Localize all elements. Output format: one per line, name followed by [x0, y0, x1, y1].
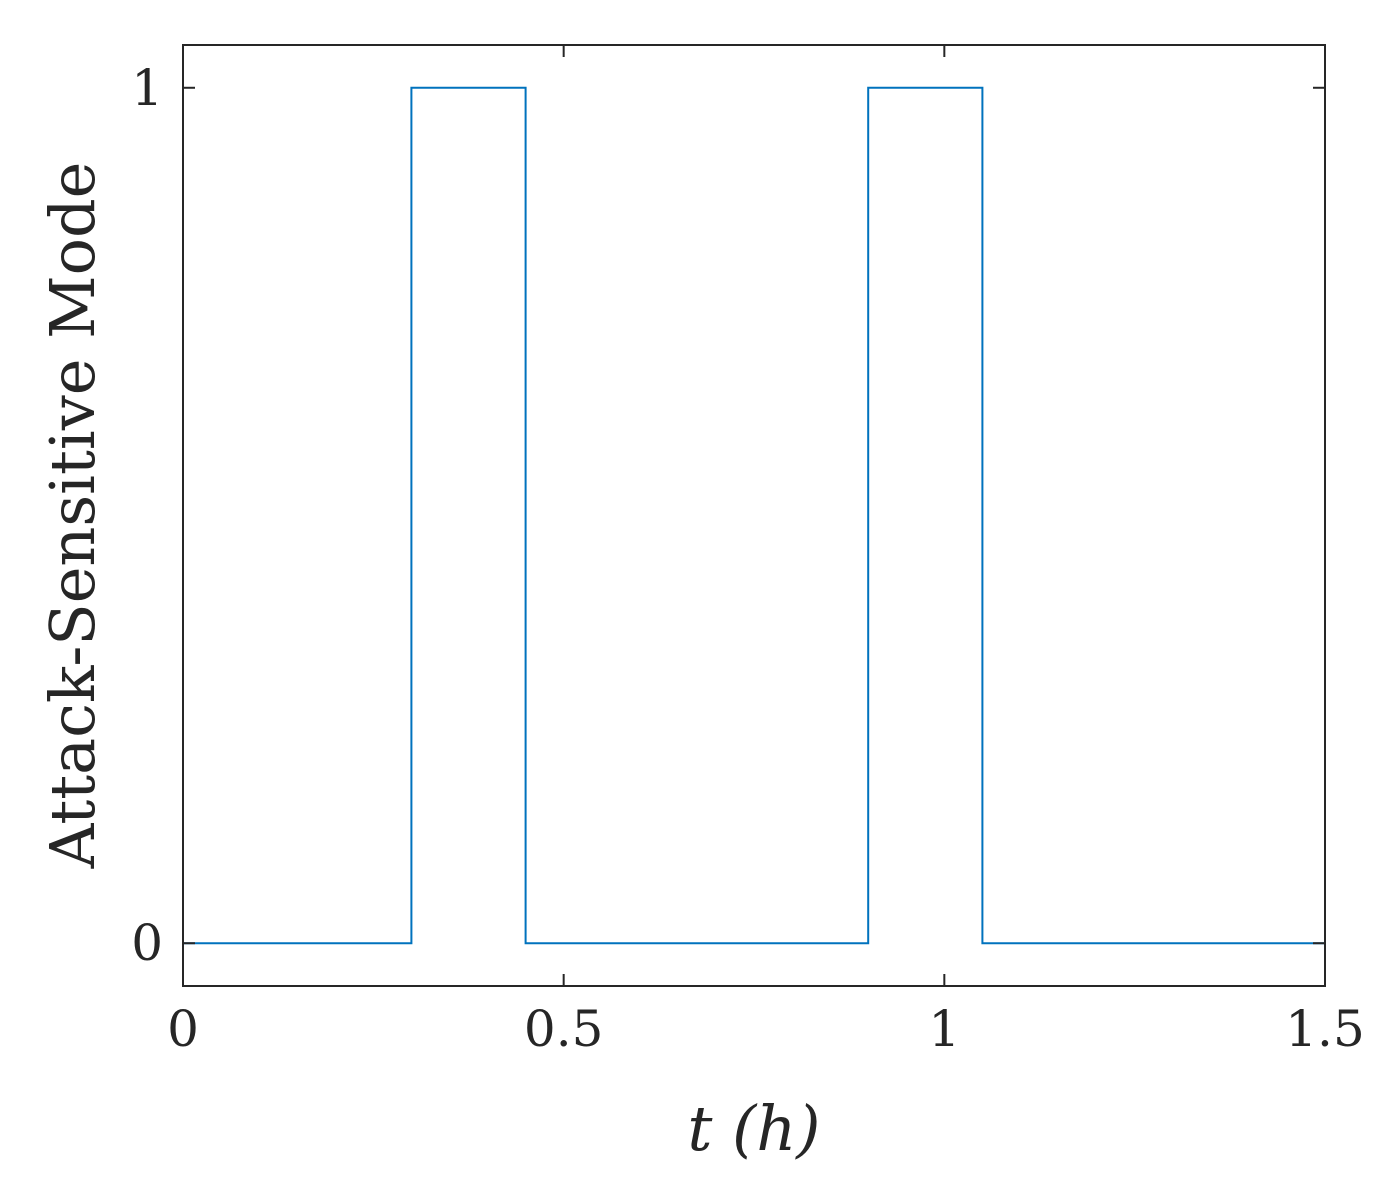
- series-layer: [183, 86, 1325, 945]
- series-line-0: [183, 86, 1325, 945]
- y-tick-label-0: 0: [131, 914, 163, 972]
- x-axis-label-text: t (h): [688, 1092, 821, 1165]
- tick-layer: 0 0.5 1 1.5 0 1: [131, 45, 1365, 1058]
- x-tick-label-3: 1.5: [1285, 1000, 1365, 1058]
- x-axis-label: t (h): [688, 1092, 821, 1165]
- axes-box: [182, 44, 1326, 987]
- y-tick-label-1: 1: [131, 59, 163, 117]
- plot-background: [183, 45, 1325, 986]
- x-tick-label-0: 0: [167, 1000, 199, 1058]
- x-tick-label-2: 1: [928, 1000, 960, 1058]
- x-tick-label-1: 0.5: [524, 1000, 604, 1058]
- y-axis-label: Attack-Sensitive Mode: [36, 162, 109, 870]
